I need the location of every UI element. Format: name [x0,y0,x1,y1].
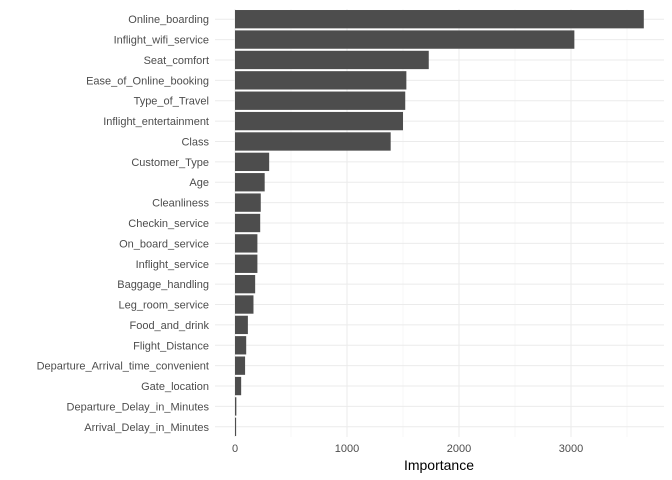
category-label: Food_and_drink [129,320,209,332]
bar [235,274,256,294]
x-tick-label: 3000 [559,443,583,455]
category-label: Baggage_handling [117,279,209,291]
category-label: Age [189,177,209,189]
category-label: Departure_Arrival_time_convenient [37,361,209,373]
category-labels: Online_boarding Inflight_wifi_service Seat… [37,14,210,434]
bar [235,315,248,335]
bar [235,213,261,233]
bar [235,417,237,436]
bar [235,376,242,396]
category-label: Class [181,136,209,148]
bar [235,30,575,49]
category-label: Ease_of_Online_booking [86,75,209,87]
category-label: Cleanliness [152,198,209,210]
bar [235,173,265,192]
category-label: Leg_room_service [119,300,210,312]
category-label: Checkin_service [128,218,209,230]
bar [235,193,261,212]
category-label: On_board_service [119,238,209,250]
category-label: Arrival_Delay_in_Minutes [84,422,209,434]
bar [235,356,246,375]
bar [235,152,270,172]
bar [235,254,258,273]
x-tick-labels: 0 1000 2000 3000 [232,443,583,455]
category-label: Online_boarding [128,14,209,26]
bar [235,132,391,151]
bar [235,397,237,416]
bar [235,295,254,314]
category-label: Inflight_entertainment [103,116,209,128]
category-label: Flight_Distance [133,340,209,352]
bar [235,10,644,29]
bar [235,91,406,110]
bar [235,111,403,131]
category-label: Seat_comfort [144,55,209,67]
bars [235,10,644,436]
category-label: Inflight_service [136,259,209,271]
category-label: Gate_location [141,381,209,393]
category-label: Customer_Type [131,157,209,169]
x-tick-label: 0 [232,443,238,455]
bar [235,234,258,253]
bar [235,336,247,355]
category-label: Inflight_wifi_service [114,35,209,47]
category-label: Departure_Delay_in_Minutes [67,401,210,413]
x-tick-label: 1000 [335,443,359,455]
category-label: Type_of_Travel [134,96,209,108]
x-axis-title: Importance [404,457,474,473]
x-tick-label: 2000 [447,443,471,455]
bar [235,71,407,90]
bar [235,50,429,70]
